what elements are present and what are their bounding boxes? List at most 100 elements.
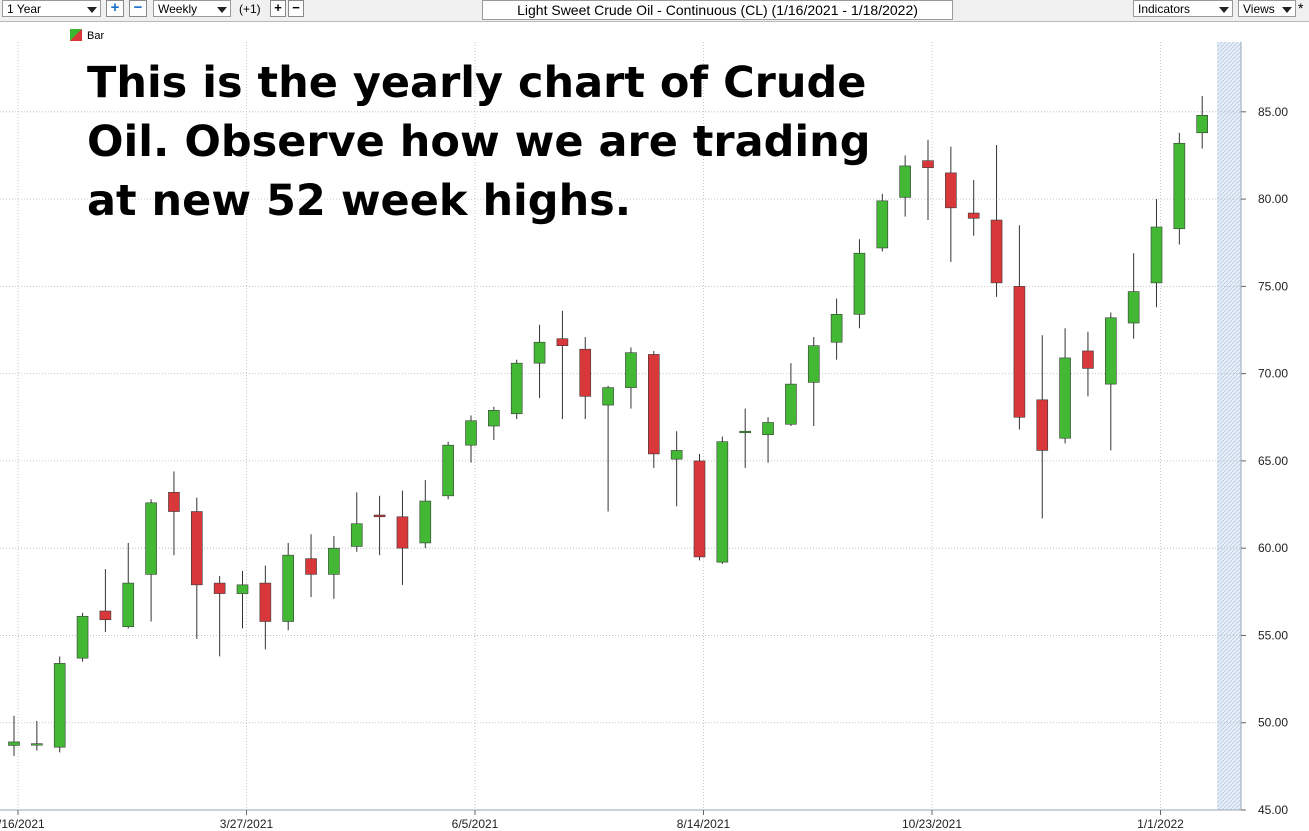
candle[interactable] [488,406,500,440]
candle[interactable] [1036,335,1049,519]
candle[interactable] [1059,328,1071,444]
candle-body [1013,286,1026,418]
candle[interactable] [853,239,866,329]
candle-body [1127,291,1140,324]
candle[interactable] [967,179,980,236]
candle[interactable] [373,495,386,556]
candle-body [716,441,729,563]
candle[interactable] [533,324,546,399]
legend[interactable]: Bar [70,29,104,42]
candle-body [53,663,66,748]
interval-dropdown[interactable]: Weekly [153,0,231,17]
candle[interactable] [53,656,66,753]
candle-body [830,313,843,343]
range-value: 1 Year [7,2,42,16]
range-dropdown[interactable]: 1 Year [2,0,101,17]
chevron-down-icon [1219,7,1229,13]
views-label: Views [1243,2,1275,16]
candle[interactable] [396,490,409,585]
candle[interactable] [876,193,889,252]
candle-body [31,743,43,746]
candle[interactable] [945,146,957,262]
candles [8,96,1208,756]
candle-body [899,165,911,198]
candle[interactable] [350,492,363,552]
candle[interactable] [1013,225,1026,430]
offset-plus-button[interactable]: + [270,0,286,17]
candle[interactable] [830,298,843,360]
candle-body [236,584,249,594]
candle[interactable] [625,347,637,409]
y-tick-label: 80.00 [1258,192,1288,206]
candle[interactable] [922,139,934,221]
candle-body [510,362,523,415]
candle[interactable] [76,612,89,662]
candle[interactable] [990,144,1003,297]
indicators-dropdown[interactable]: Indicators [1133,0,1233,17]
candle-body [967,212,980,219]
candle[interactable] [693,453,706,561]
candle-body [1196,115,1208,134]
candle[interactable] [442,441,454,500]
candle[interactable] [670,431,683,507]
candle[interactable] [419,480,432,549]
offset-minus-button[interactable]: − [288,0,304,17]
y-tick-label: 85.00 [1258,105,1288,119]
candle[interactable] [762,417,774,463]
candle[interactable] [785,363,797,426]
candle-body [122,582,135,628]
price-axis: 85.00 80.00 75.00 70.00 65.00 60.00 55.00 50.00… [1241,105,1288,817]
candle[interactable] [1150,199,1163,308]
candle[interactable] [236,570,249,629]
candle[interactable] [1105,312,1117,451]
candle-body [1173,142,1186,230]
candle[interactable] [191,497,203,639]
candle[interactable] [579,336,592,420]
candle[interactable] [899,155,911,217]
candle[interactable] [31,720,43,751]
y-tick-label: 50.00 [1258,716,1288,730]
candle[interactable] [8,715,20,756]
y-tick-label: 45.00 [1258,803,1288,817]
candle[interactable] [602,385,614,512]
candle[interactable] [807,336,820,426]
candle[interactable] [168,471,180,556]
zoom-in-button[interactable]: + [106,0,124,17]
candle-body [168,492,180,512]
candle[interactable] [1173,132,1186,245]
candle[interactable] [556,310,569,420]
candle-body [282,554,295,622]
candle-body [625,352,637,388]
candle[interactable] [282,542,295,631]
candle[interactable] [305,534,317,598]
candle[interactable] [259,565,272,650]
candle[interactable] [465,415,477,463]
candle-body [739,430,752,434]
candle[interactable] [145,499,157,622]
candle-body [350,523,363,547]
minus-icon: − [292,0,300,15]
y-tick-label: 55.00 [1258,628,1288,642]
candle-body [305,558,317,575]
candle[interactable] [1196,96,1208,149]
candle[interactable] [1082,331,1094,397]
candle[interactable] [647,350,660,468]
candle-body [259,582,272,622]
zoom-out-button[interactable]: − [129,0,147,17]
candle-body [762,422,774,436]
candle[interactable] [99,569,112,632]
candle[interactable] [716,436,729,564]
candle[interactable] [122,542,135,629]
annotation-text: This is the yearly chart of Crude Oil. O… [87,54,907,231]
candle[interactable] [510,359,523,420]
candle[interactable] [213,576,226,657]
candle[interactable] [1127,253,1140,339]
candle[interactable] [328,535,340,599]
views-dropdown[interactable]: Views [1238,0,1296,17]
annotation-line: Oil. Observe how we are trading [87,117,871,167]
minus-icon: − [133,0,143,16]
candle-body [945,172,957,209]
candle-body [373,514,386,518]
candle[interactable] [739,408,752,468]
